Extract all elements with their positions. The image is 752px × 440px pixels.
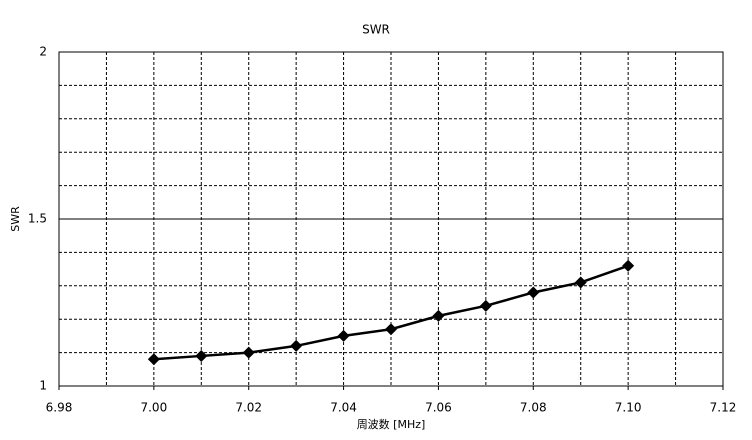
data-point bbox=[385, 323, 397, 336]
y-tick-label: 1.5 bbox=[28, 212, 47, 226]
data-point bbox=[242, 346, 255, 359]
x-tick-label: 7.12 bbox=[710, 401, 737, 415]
x-tick-label: 7.02 bbox=[235, 401, 262, 415]
y-axis-label: SWR bbox=[9, 206, 22, 232]
data-point bbox=[432, 309, 445, 322]
data-point bbox=[147, 353, 160, 366]
data-point bbox=[527, 286, 540, 299]
x-tick-label: 7.06 bbox=[425, 401, 452, 415]
x-tick-label: 7.08 bbox=[520, 401, 547, 415]
x-tick-label: 7.00 bbox=[140, 401, 167, 415]
x-tick-label: 6.98 bbox=[46, 401, 73, 415]
data-point bbox=[195, 349, 208, 362]
data-point bbox=[290, 339, 303, 352]
data-point bbox=[574, 276, 587, 289]
x-tick-label: 7.10 bbox=[615, 401, 642, 415]
x-axis-label: 周波数 [MHz] bbox=[357, 418, 426, 431]
y-tick-label: 2 bbox=[39, 45, 47, 59]
plot-frame bbox=[58, 51, 724, 387]
chart-title: SWR bbox=[362, 23, 390, 37]
data-point bbox=[479, 299, 492, 312]
y-tick-label: 1 bbox=[39, 379, 47, 393]
data-point bbox=[337, 329, 350, 342]
data-point bbox=[622, 259, 635, 272]
x-tick-label: 7.04 bbox=[330, 401, 357, 415]
